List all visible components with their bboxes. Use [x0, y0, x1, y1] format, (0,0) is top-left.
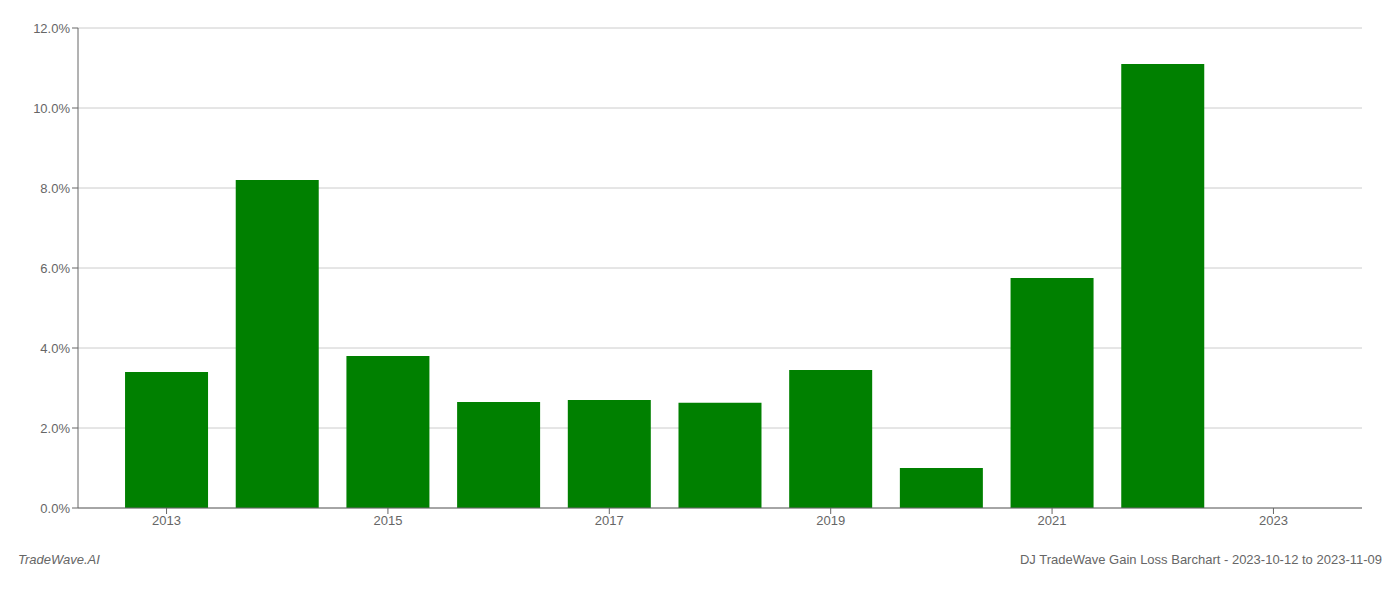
svg-text:2.0%: 2.0% — [40, 421, 70, 436]
svg-text:2017: 2017 — [595, 513, 624, 528]
html-text:TradeWave.AI: TradeWave.AI — [18, 552, 100, 567]
svg-text:0.0%: 0.0% — [40, 501, 70, 516]
svg-text:2023: 2023 — [1259, 513, 1288, 528]
svg-text:2013: 2013 — [152, 513, 181, 528]
svg-text:2015: 2015 — [373, 513, 402, 528]
svg-text:12.0%: 12.0% — [33, 21, 70, 36]
svg-text:10.0%: 10.0% — [33, 101, 70, 116]
svg-text:8.0%: 8.0% — [40, 181, 70, 196]
svg-text:4.0%: 4.0% — [40, 341, 70, 356]
svg-text:2019: 2019 — [816, 513, 845, 528]
html-text:DJ TradeWave Gain Loss Barchar: DJ TradeWave Gain Loss Barchart - 2023-1… — [1020, 552, 1382, 567]
svg-text:6.0%: 6.0% — [40, 261, 70, 276]
svg-text:2021: 2021 — [1038, 513, 1067, 528]
